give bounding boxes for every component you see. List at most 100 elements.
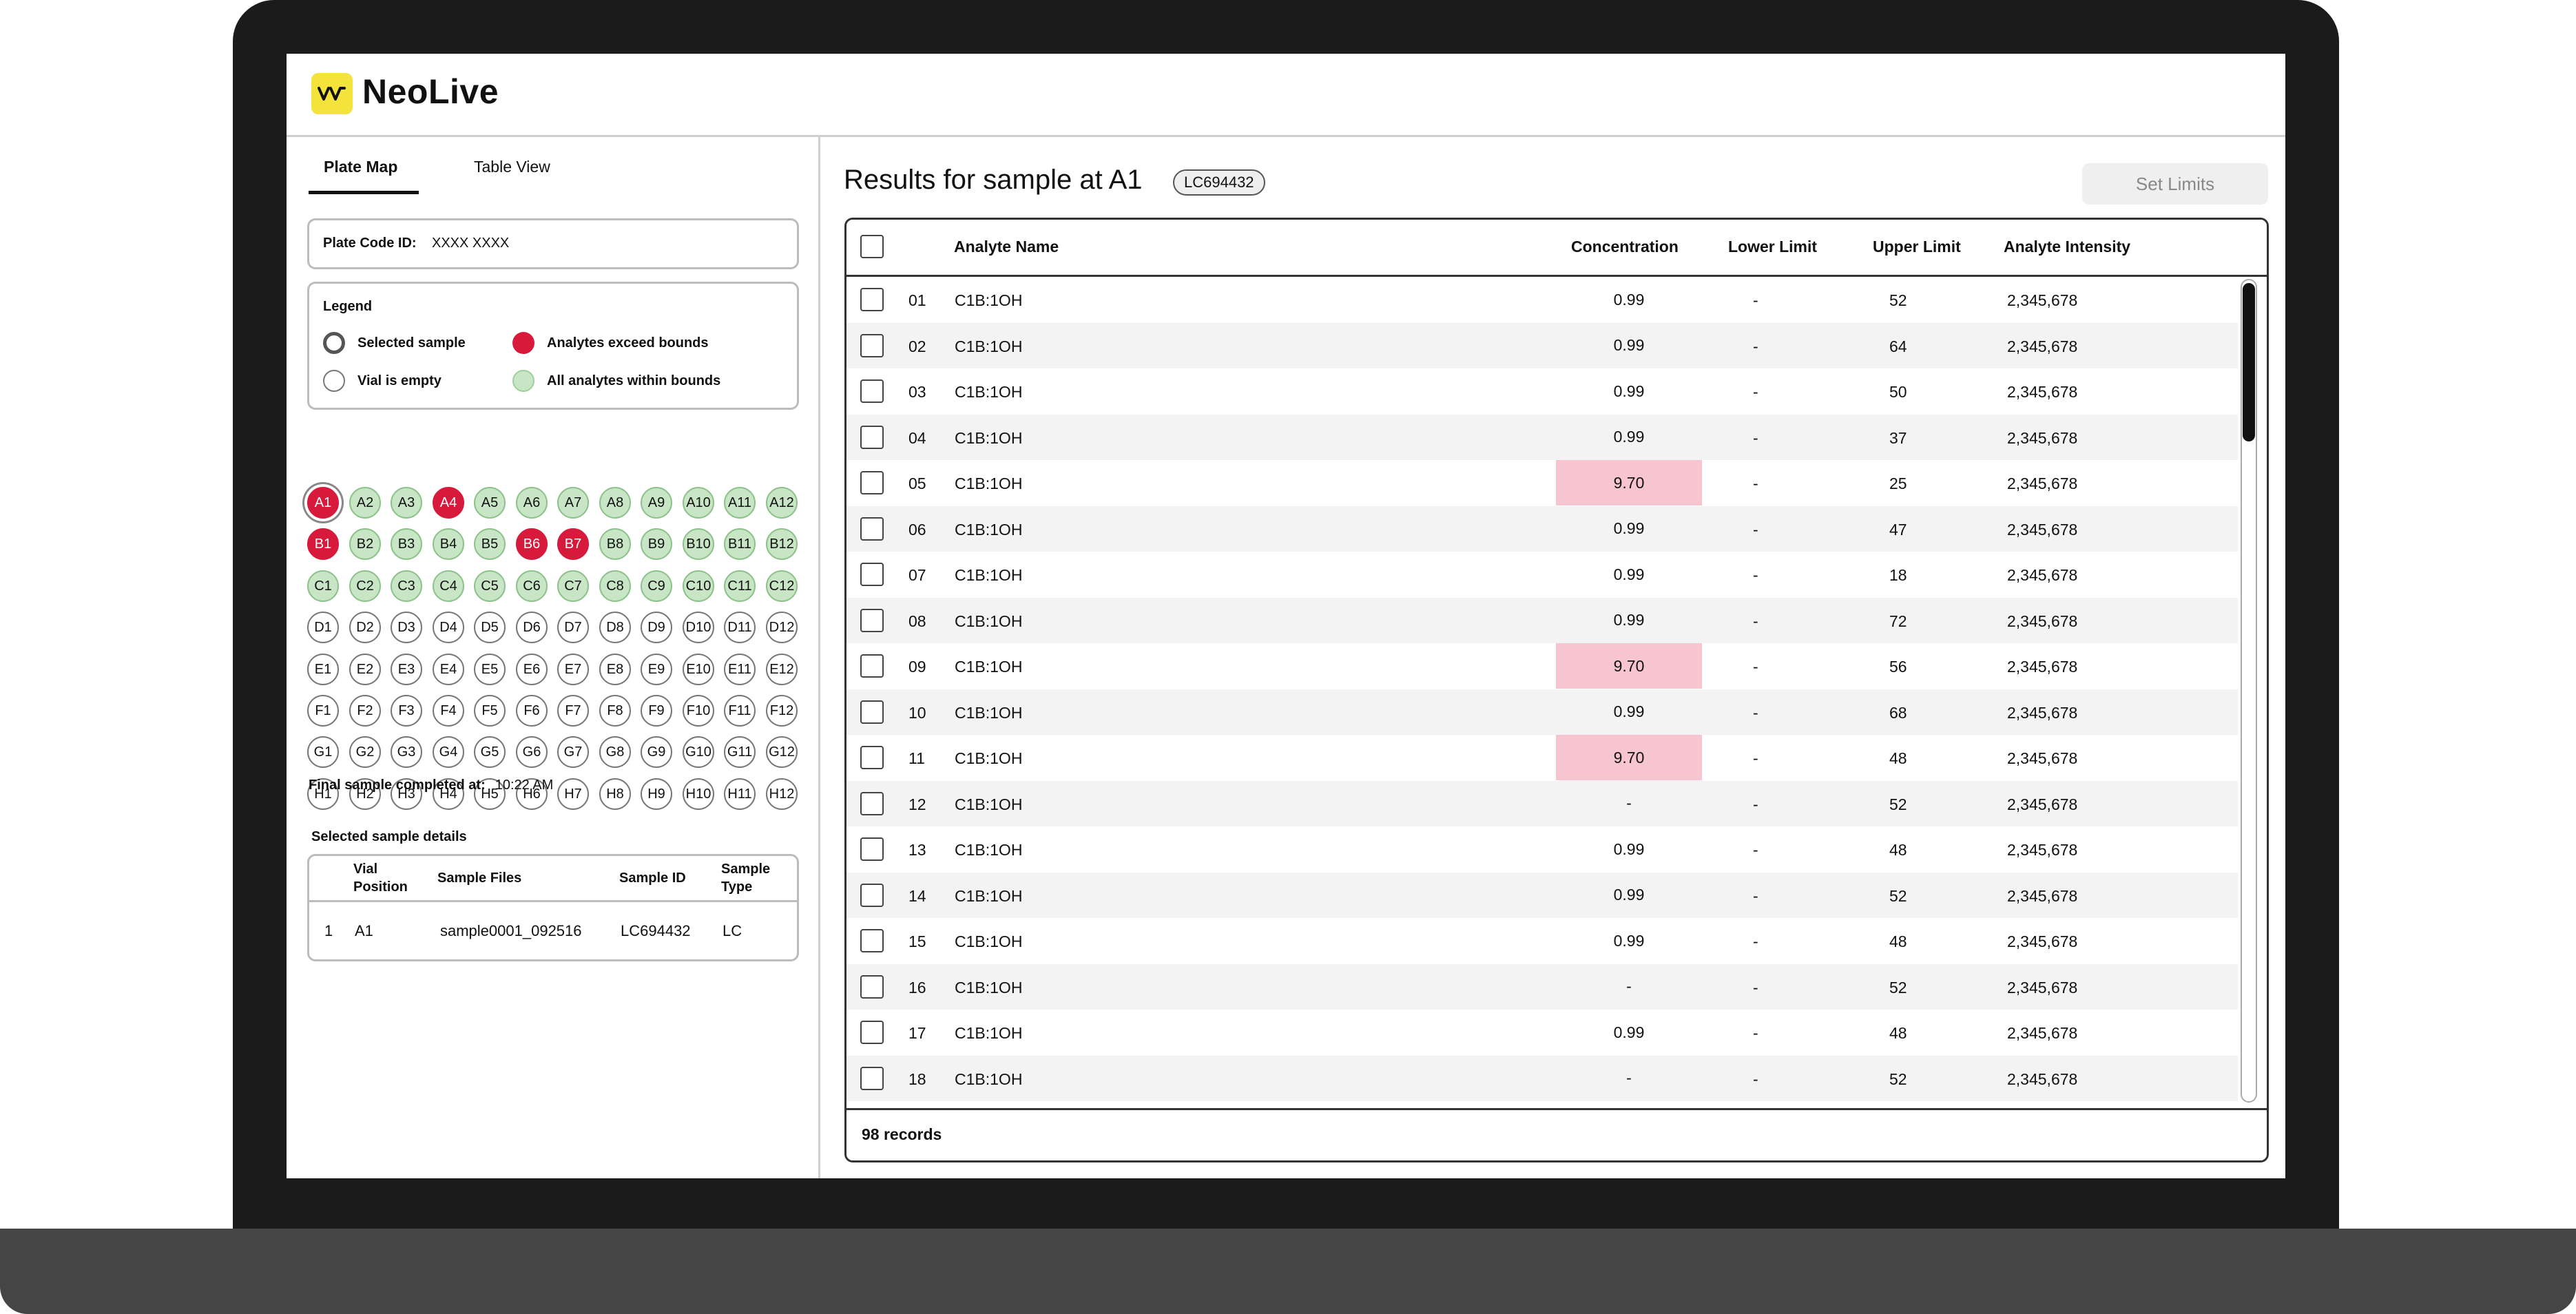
row-checkbox[interactable] <box>860 700 884 724</box>
tab-table-view[interactable]: Table View <box>474 158 550 176</box>
well-d1[interactable]: D1 <box>307 612 339 643</box>
row-checkbox[interactable] <box>860 379 884 403</box>
col-analyte-intensity[interactable]: Analyte Intensity <box>2004 238 2131 255</box>
well-b3[interactable]: B3 <box>391 528 422 560</box>
well-a6[interactable]: A6 <box>516 487 548 519</box>
well-h1[interactable]: H1 <box>307 778 339 810</box>
well-e9[interactable]: E9 <box>641 654 672 685</box>
well-a12[interactable]: A12 <box>766 487 798 519</box>
well-d9[interactable]: D9 <box>641 612 672 643</box>
well-g6[interactable]: G6 <box>516 736 548 768</box>
well-c9[interactable]: C9 <box>641 570 672 602</box>
well-d6[interactable]: D6 <box>516 612 548 643</box>
well-b10[interactable]: B10 <box>683 528 714 560</box>
well-f5[interactable]: F5 <box>474 695 506 727</box>
well-h9[interactable]: H9 <box>641 778 672 810</box>
well-h3[interactable]: H3 <box>391 778 422 810</box>
well-a3[interactable]: A3 <box>391 487 422 519</box>
well-d12[interactable]: D12 <box>766 612 798 643</box>
table-row[interactable]: 02 C1B:1OH 0.99 - 64 2,345,678 <box>846 322 2238 368</box>
well-g2[interactable]: G2 <box>349 736 381 768</box>
set-limits-button[interactable]: Set Limits <box>2082 163 2268 205</box>
well-e1[interactable]: E1 <box>307 654 339 685</box>
well-b8[interactable]: B8 <box>599 528 631 560</box>
well-b6[interactable]: B6 <box>516 528 548 560</box>
well-c3[interactable]: C3 <box>391 570 422 602</box>
col-lower-limit[interactable]: Lower Limit <box>1728 238 1818 255</box>
well-d7[interactable]: D7 <box>557 612 589 643</box>
well-d5[interactable]: D5 <box>474 612 506 643</box>
row-checkbox[interactable] <box>860 883 884 907</box>
row-checkbox[interactable] <box>860 471 884 494</box>
well-a11[interactable]: A11 <box>724 487 756 519</box>
table-row[interactable]: 06 C1B:1OH 0.99 - 47 2,345,678 <box>846 505 2238 552</box>
table-scrollbar-thumb[interactable] <box>2243 283 2255 441</box>
table-row[interactable]: 08 C1B:1OH 0.99 - 72 2,345,678 <box>846 597 2238 643</box>
table-row[interactable]: 03 C1B:1OH 0.99 - 50 2,345,678 <box>846 368 2238 414</box>
well-g1[interactable]: G1 <box>307 736 339 768</box>
table-row[interactable]: 07 C1B:1OH 0.99 - 18 2,345,678 <box>846 552 2238 597</box>
well-h7[interactable]: H7 <box>557 778 589 810</box>
row-checkbox[interactable] <box>860 288 884 311</box>
well-c7[interactable]: C7 <box>557 570 589 602</box>
col-upper-limit[interactable]: Upper Limit <box>1873 238 1961 255</box>
table-row[interactable]: 11 C1B:1OH 9.70 - 48 2,345,678 <box>846 735 2238 780</box>
well-g7[interactable]: G7 <box>557 736 589 768</box>
row-checkbox[interactable] <box>860 791 884 815</box>
well-h6[interactable]: H6 <box>516 778 548 810</box>
well-e4[interactable]: E4 <box>433 654 464 685</box>
well-d11[interactable]: D11 <box>724 612 756 643</box>
well-a10[interactable]: A10 <box>683 487 714 519</box>
well-d3[interactable]: D3 <box>391 612 422 643</box>
well-e11[interactable]: E11 <box>724 654 756 685</box>
well-f8[interactable]: F8 <box>599 695 631 727</box>
well-b9[interactable]: B9 <box>641 528 672 560</box>
well-c4[interactable]: C4 <box>433 570 464 602</box>
table-row[interactable]: 12 C1B:1OH - - 52 2,345,678 <box>846 780 2238 826</box>
well-e10[interactable]: E10 <box>683 654 714 685</box>
well-b4[interactable]: B4 <box>433 528 464 560</box>
well-a1[interactable]: A1 <box>307 487 339 519</box>
well-a7[interactable]: A7 <box>557 487 589 519</box>
col-concentration[interactable]: Concentration <box>1571 238 1679 255</box>
well-f3[interactable]: F3 <box>391 695 422 727</box>
well-b12[interactable]: B12 <box>766 528 798 560</box>
well-f7[interactable]: F7 <box>557 695 589 727</box>
well-d4[interactable]: D4 <box>433 612 464 643</box>
well-f1[interactable]: F1 <box>307 695 339 727</box>
tab-plate-map[interactable]: Plate Map <box>324 158 398 176</box>
well-g12[interactable]: G12 <box>766 736 798 768</box>
well-h8[interactable]: H8 <box>599 778 631 810</box>
well-e2[interactable]: E2 <box>349 654 381 685</box>
well-f11[interactable]: F11 <box>724 695 756 727</box>
row-checkbox[interactable] <box>860 837 884 861</box>
details-file[interactable]: sample0001_092516 <box>440 922 582 939</box>
well-b2[interactable]: B2 <box>349 528 381 560</box>
well-d10[interactable]: D10 <box>683 612 714 643</box>
well-g11[interactable]: G11 <box>724 736 756 768</box>
well-h5[interactable]: H5 <box>474 778 506 810</box>
well-c1[interactable]: C1 <box>307 570 339 602</box>
well-a5[interactable]: A5 <box>474 487 506 519</box>
well-c2[interactable]: C2 <box>349 570 381 602</box>
well-a2[interactable]: A2 <box>349 487 381 519</box>
well-f9[interactable]: F9 <box>641 695 672 727</box>
well-f2[interactable]: F2 <box>349 695 381 727</box>
well-d2[interactable]: D2 <box>349 612 381 643</box>
table-row[interactable]: 10 C1B:1OH 0.99 - 68 2,345,678 <box>846 689 2238 735</box>
well-c5[interactable]: C5 <box>474 570 506 602</box>
well-h12[interactable]: H12 <box>766 778 798 810</box>
well-c6[interactable]: C6 <box>516 570 548 602</box>
well-e12[interactable]: E12 <box>766 654 798 685</box>
row-checkbox[interactable] <box>860 517 884 541</box>
table-row[interactable]: 05 C1B:1OH 9.70 - 25 2,345,678 <box>846 460 2238 505</box>
row-checkbox[interactable] <box>860 425 884 449</box>
well-h2[interactable]: H2 <box>349 778 381 810</box>
well-g9[interactable]: G9 <box>641 736 672 768</box>
well-e3[interactable]: E3 <box>391 654 422 685</box>
table-row[interactable]: 16 C1B:1OH - - 52 2,345,678 <box>846 963 2238 1010</box>
table-row[interactable]: 09 C1B:1OH 9.70 - 56 2,345,678 <box>846 643 2238 689</box>
well-g5[interactable]: G5 <box>474 736 506 768</box>
well-g3[interactable]: G3 <box>391 736 422 768</box>
row-checkbox[interactable] <box>860 974 884 999</box>
